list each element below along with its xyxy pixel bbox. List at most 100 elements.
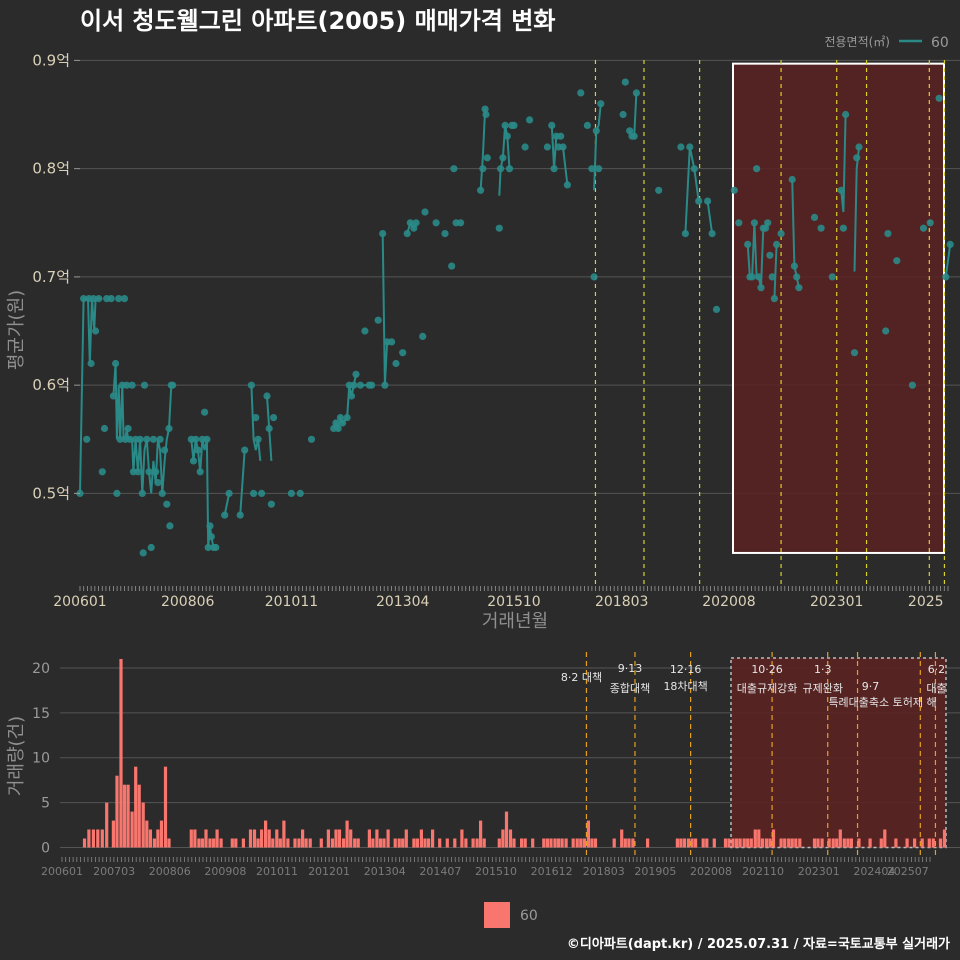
volume-event-lines [585,652,937,857]
volume-bar-74 [427,838,431,848]
price-line-segment-3 [223,493,231,516]
price-point-156 [748,273,756,281]
price-point-123 [548,121,556,129]
price-point-108 [479,165,487,173]
price-point-120 [521,143,529,151]
volume-bar-117 [690,838,694,848]
price-point-133 [590,273,598,281]
volume-bar-32 [234,838,238,848]
price-point-47 [192,435,200,443]
price-point-38 [158,489,166,497]
volume-bar-8 [119,659,123,848]
volume-bar-73 [423,838,427,848]
price-line-segment-22 [840,114,847,213]
volume-bar-112 [646,838,650,848]
price-point-165 [768,273,776,281]
price-highlight-region [731,62,946,554]
price-point-61 [241,446,249,454]
price-point-59 [225,489,233,497]
volume-bar-18 [156,829,160,848]
volume-bar-144 [820,838,824,848]
volume-ytick-label-2: 10 [32,751,50,767]
volume-bar-162 [938,838,943,848]
price-point-64 [252,414,260,422]
volume-bar-131 [757,829,761,848]
price-point-53 [204,543,212,552]
volume-bar-79 [460,829,464,848]
volume-bar-47 [301,829,305,848]
volume-bar-44 [286,838,290,848]
volume-bar-37 [260,829,264,848]
volume-bar-125 [735,838,739,848]
price-point-81 [347,392,356,400]
volume-bar-157 [905,838,909,848]
price-xtick-label-5: 201803 [595,594,648,610]
volume-xtick-label-6: 201304 [364,865,406,878]
price-point-101 [432,219,440,227]
price-point-37 [156,435,164,443]
volume-bar-78 [453,838,457,848]
volume-bar-28 [212,838,216,848]
volume-bar-150 [846,838,850,848]
price-point-63 [250,489,258,497]
price-point-31 [143,435,151,443]
price-point-82 [350,381,358,389]
volume-bar-97 [556,838,561,848]
volume-bar-4 [100,829,104,848]
volume-xtick-label-15: 202404 [853,865,895,878]
price-series-points [76,78,954,557]
volume-bar-136 [779,838,783,848]
volume-bars [82,659,947,848]
price-line-segment-11 [479,108,487,191]
price-point-34 [149,435,157,443]
price-line-segment-4 [239,450,246,516]
volume-bar-104 [586,820,590,848]
price-point-55 [207,533,215,541]
price-point-104 [450,165,458,173]
volume-bar-52 [330,838,334,848]
volume-bar-113 [675,838,679,848]
price-point-70 [270,414,278,422]
volume-event-name-6: 대출 [926,682,946,695]
price-point-171 [793,273,801,281]
price-line-segment-21 [791,179,800,288]
volume-bar-81 [471,838,475,848]
price-point-110 [482,110,490,119]
price-xtick-label-1: 200806 [161,594,215,610]
price-point-14 [113,489,121,497]
price-x-label: 거래년월 [482,611,548,632]
volume-event-date-2: 12·16 [670,663,702,676]
volume-bar-118 [694,838,698,848]
volume-bar-82 [475,838,479,848]
price-point-190 [946,240,954,248]
price-point-58 [221,511,229,519]
price-line-segment-18 [706,200,714,234]
volume-bar-126 [738,838,742,848]
price-point-180 [853,154,861,162]
price-point-29 [139,549,147,557]
price-line-segment-5 [250,385,262,462]
volume-bar-34 [248,829,253,848]
volume-bar-143 [816,838,820,848]
price-point-83 [352,370,360,378]
volume-event-name-2: 18차대책 [663,680,707,693]
price-point-177 [839,224,848,232]
price-point-36 [154,479,162,487]
price-point-27 [136,435,144,443]
price-point-138 [621,78,629,86]
price-legend: 전용면적(㎡) 60 [824,35,948,51]
volume-bar-62 [375,829,379,848]
volume-bar-105 [590,838,594,848]
price-point-76 [334,424,342,433]
price-point-11 [107,295,115,303]
volume-bar-152 [857,838,861,848]
price-point-139 [626,127,634,135]
volume-bar-103 [582,838,586,848]
volume-bar-148 [838,829,842,848]
price-line-segment-20 [773,244,778,299]
price-point-141 [630,132,638,140]
price-point-20 [123,381,131,389]
volume-bar-22 [189,829,193,848]
price-point-42 [166,522,174,530]
price-point-23 [128,381,136,389]
